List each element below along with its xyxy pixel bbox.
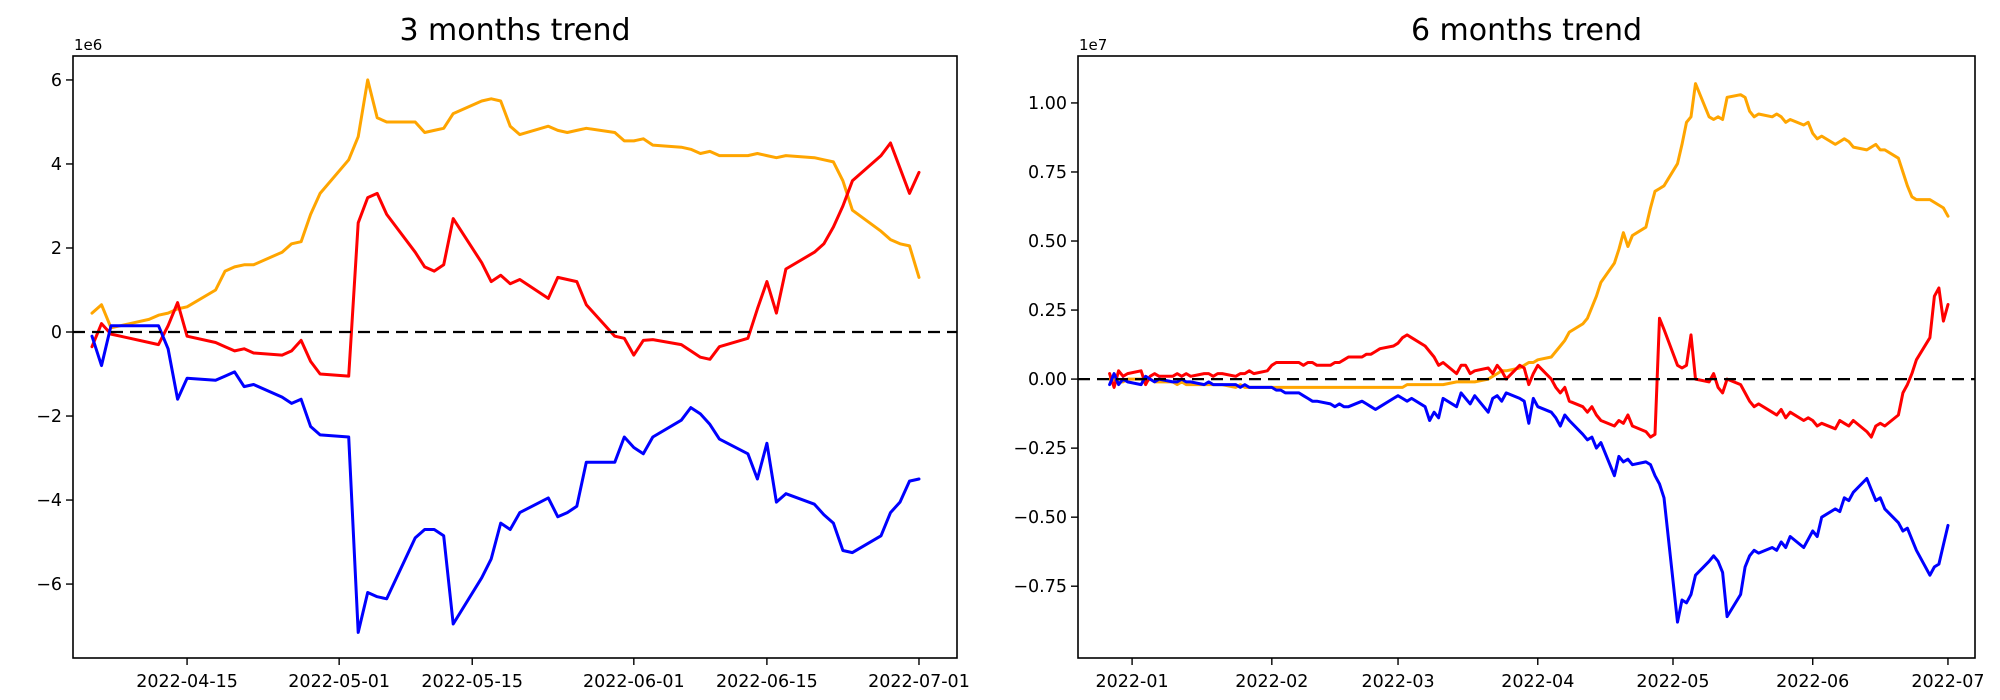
y-tick-label: 0	[51, 323, 62, 343]
x-tick-label: 2022-05-15	[421, 672, 523, 692]
y-tick-label: −0.75	[1013, 577, 1067, 597]
chart-3-months-trend: 3 months trend 1e6 6 4 2 0 −2 −4 −6 2022-04-15 202…	[36, 13, 970, 692]
y-tick-label: −0.50	[1013, 508, 1067, 528]
blue-line	[90, 324, 921, 634]
x-tick-label: 2022-05-01	[288, 672, 390, 692]
y-tick-label: 1.00	[1028, 94, 1067, 114]
y-tick-label: 6	[51, 71, 62, 91]
y-axis-offset-label: 1e7	[1079, 36, 1107, 54]
red-line	[1108, 286, 1950, 439]
y-tick-label: 0.25	[1028, 301, 1067, 321]
orange-line	[90, 78, 921, 330]
x-tick-label: 2022-02	[1235, 672, 1308, 692]
axes-frame	[72, 55, 958, 659]
blue-line	[1108, 372, 1950, 624]
y-tick-label: −0.25	[1013, 439, 1067, 459]
orange-line	[1108, 82, 1950, 389]
x-tick-label: 2022-06-01	[583, 672, 685, 692]
axes-frame	[1077, 55, 1976, 659]
y-tick-label: 0.00	[1028, 370, 1067, 390]
chart-6-months-trend: 6 months trend 1e7 1.00 0.75 0.50 0.25 0.00 −0.…	[1000, 0, 2000, 700]
y-tick-label: 2	[51, 239, 62, 259]
x-tick-label: 2022-01	[1096, 672, 1169, 692]
y-tick-label: −6	[36, 575, 62, 595]
x-tick-label: 2022-06-15	[716, 672, 818, 692]
x-tick-label: 2022-04	[1501, 672, 1574, 692]
chart-title: 3 months trend	[399, 13, 630, 48]
y-tick-label: 4	[51, 155, 62, 175]
red-line	[90, 141, 921, 378]
chart-6-months-trend-svg: 6 months trend 1e7 1.00 0.75 0.50 0.25 0.00 −0.…	[1013, 13, 1984, 692]
x-tick-label: 2022-07-01	[868, 672, 970, 692]
x-tick-label: 2022-03	[1361, 672, 1434, 692]
chart-3-months-trend-svg: 3 months trend 1e6 6 4 2 0 −2 −4 −6 2022-04-15 202…	[36, 13, 970, 692]
y-tick-label: −4	[36, 491, 62, 511]
y-tick-label: −2	[36, 407, 62, 427]
chart-title: 6 months trend	[1411, 13, 1642, 48]
y-tick-label: 0.50	[1028, 232, 1067, 252]
x-tick-label: 2022-04-15	[136, 672, 238, 692]
x-tick-label: 2022-06	[1776, 672, 1849, 692]
y-tick-label: 0.75	[1028, 163, 1067, 183]
y-axis-offset-label: 1e6	[74, 36, 102, 54]
x-tick-label: 2022-05	[1636, 672, 1709, 692]
x-tick-label: 2022-07	[1911, 672, 1984, 692]
